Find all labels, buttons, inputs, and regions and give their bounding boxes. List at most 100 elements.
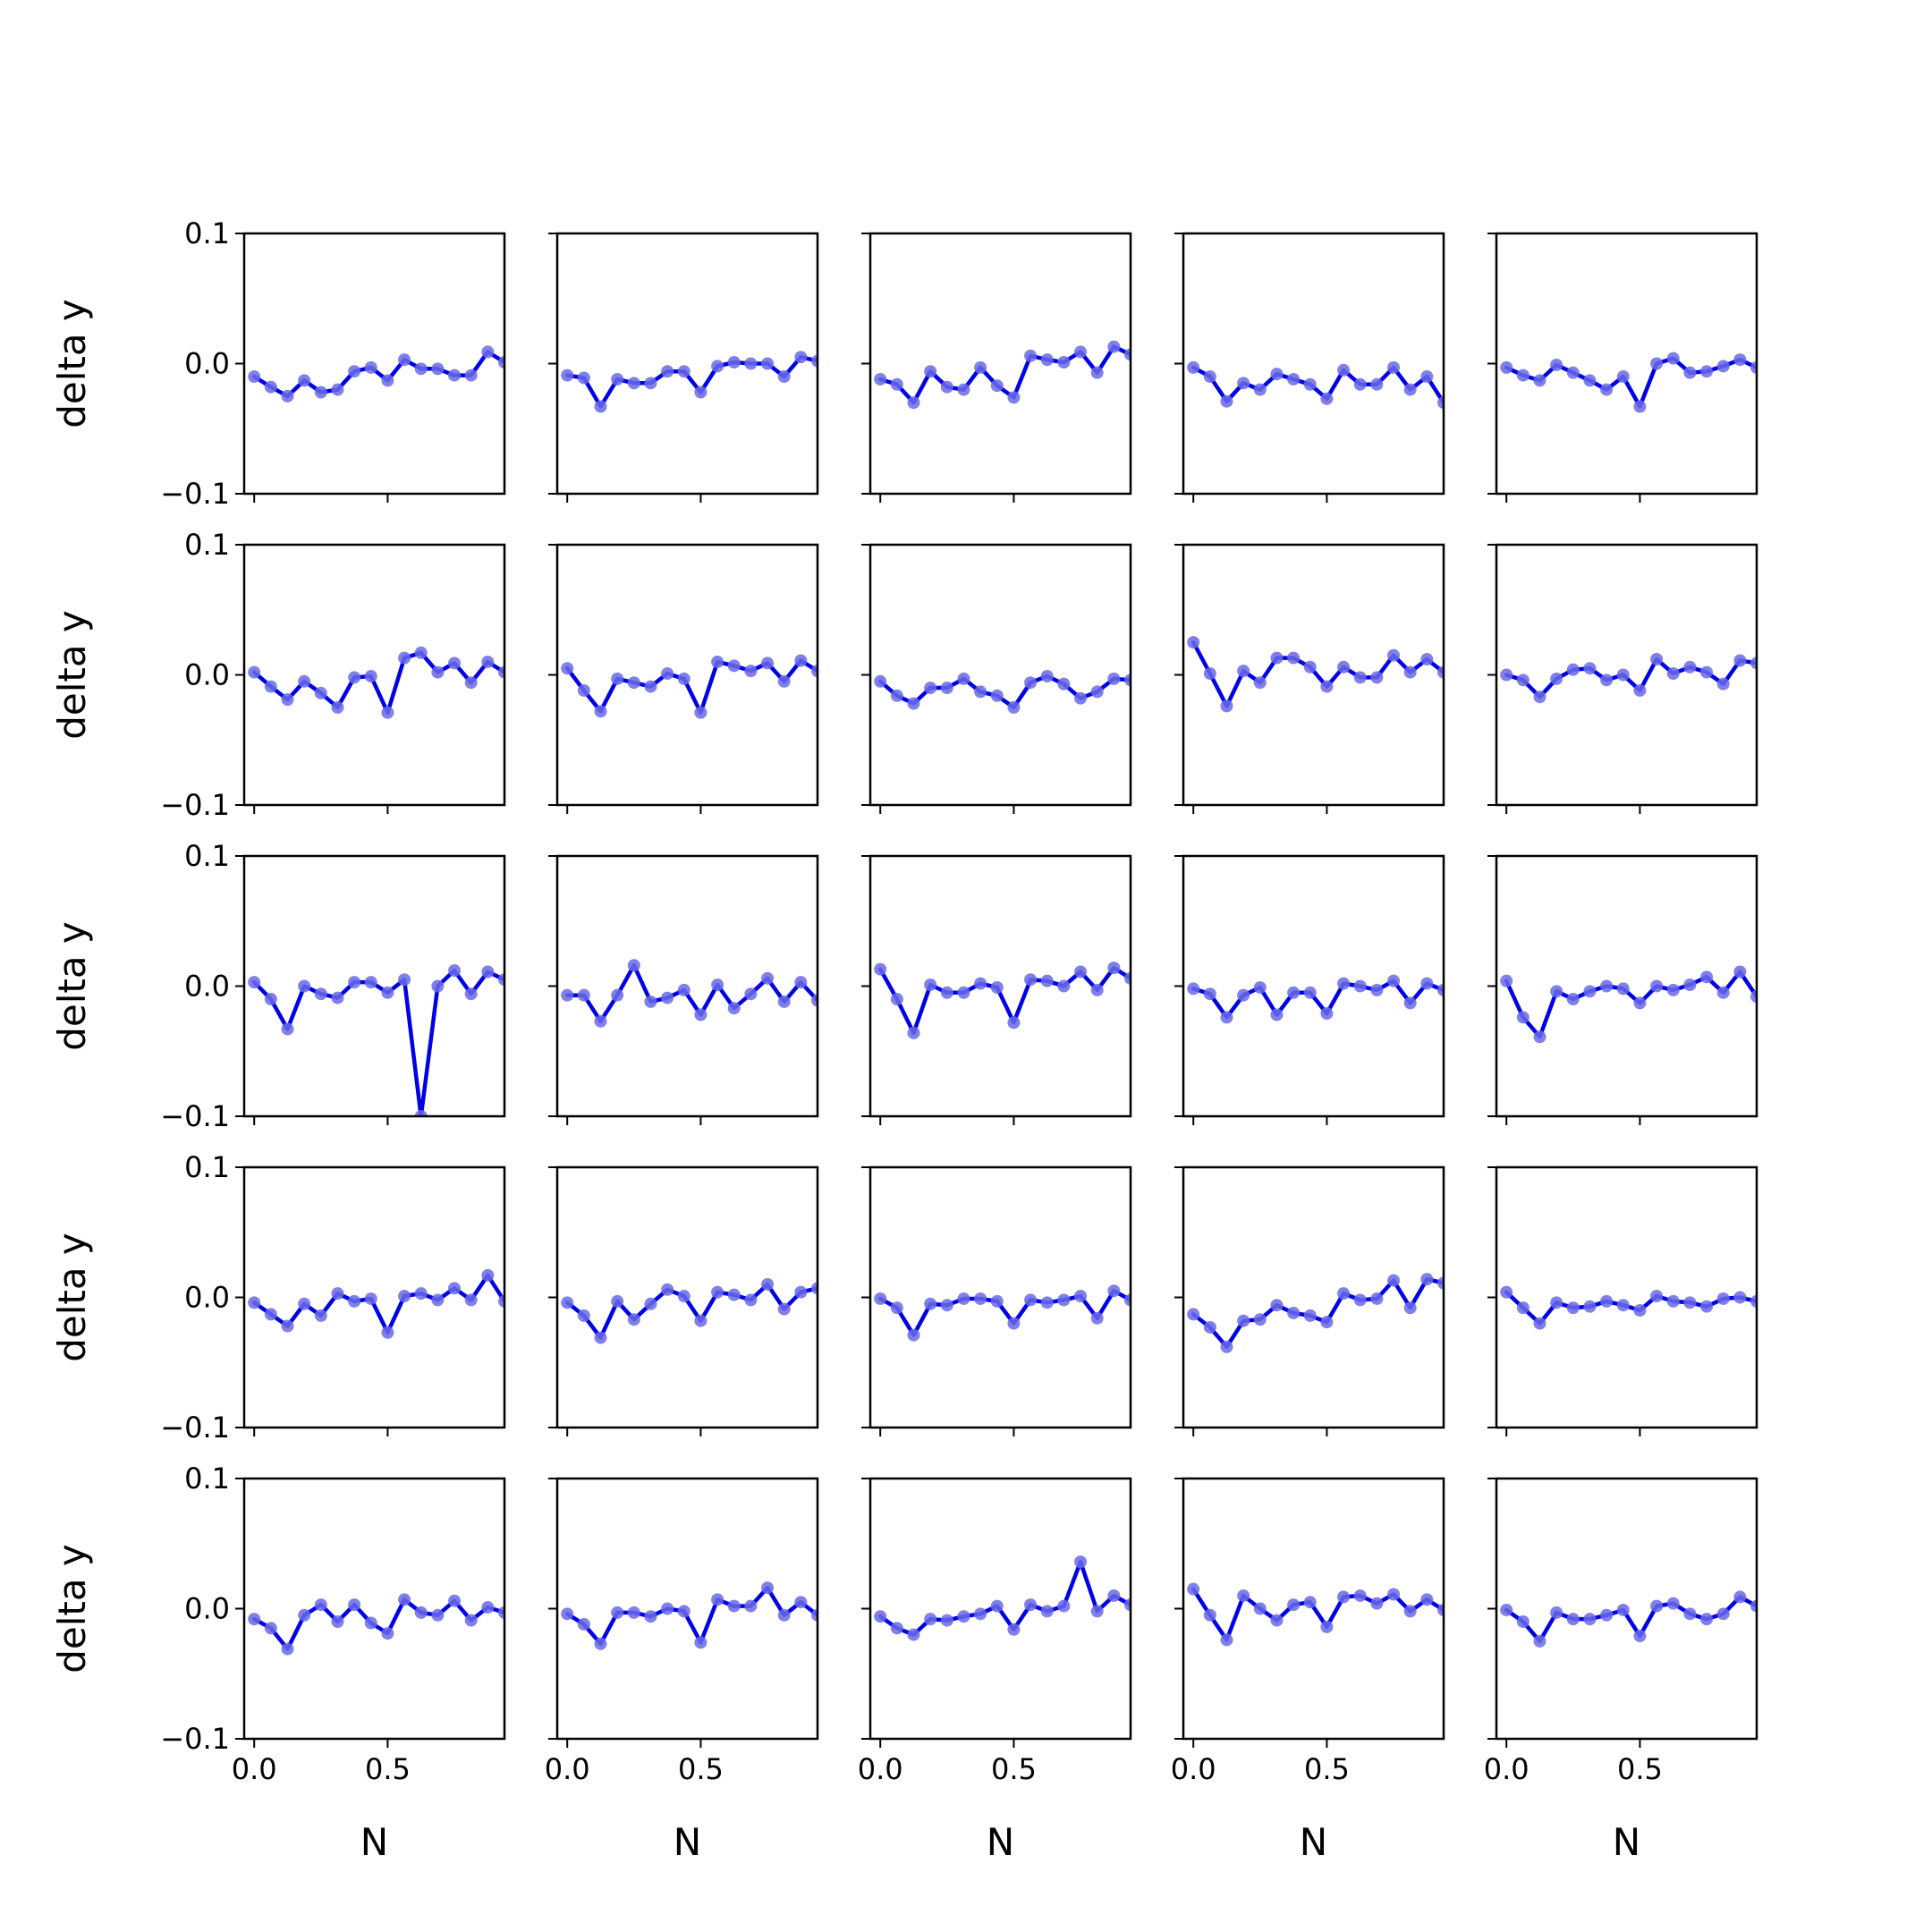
series-line (1504, 970, 1757, 1039)
data-point (248, 370, 261, 384)
data-point (1550, 1296, 1563, 1309)
data-point (314, 987, 327, 1001)
data-point (1203, 1608, 1216, 1622)
axes-frame (1495, 543, 1758, 807)
data-point (464, 987, 478, 1001)
data-point (1370, 671, 1384, 684)
data-point (1716, 1607, 1730, 1621)
data-point (364, 669, 377, 682)
data-point (1733, 1590, 1747, 1604)
data-point (1666, 1597, 1680, 1610)
data-point (381, 706, 394, 719)
x-tick-label: 0.5 (365, 1752, 411, 1786)
subplot-r0-c2 (861, 232, 1132, 503)
x-tick-label: 0.0 (232, 1752, 277, 1786)
data-point (298, 979, 311, 993)
subplot-r1-c3 (1174, 543, 1445, 814)
data-point (1353, 377, 1367, 391)
data-point (381, 1326, 394, 1339)
data-point (281, 1022, 294, 1036)
data-point (1616, 1299, 1630, 1312)
data-point (281, 1319, 294, 1333)
data-point (974, 1607, 987, 1621)
data-point (1253, 383, 1267, 396)
data-point (1124, 1293, 1131, 1307)
data-point (1237, 665, 1250, 678)
axes-frame (1182, 1165, 1445, 1429)
data-point (1403, 1605, 1417, 1618)
data-point (1237, 1314, 1250, 1327)
series-line (877, 344, 1131, 405)
data-point (1303, 986, 1317, 999)
series-group (561, 654, 818, 719)
data-point (1090, 983, 1104, 996)
y-tick-label: 0.1 (184, 1150, 230, 1184)
y-tick-label: 0.0 (184, 1281, 230, 1315)
data-point (1220, 1340, 1233, 1353)
data-point (1600, 1294, 1614, 1308)
data-point (1700, 970, 1714, 984)
x-axis-label: N (360, 1820, 388, 1864)
series-line (1504, 657, 1757, 699)
data-point (1007, 1016, 1021, 1030)
data-point (1566, 1301, 1580, 1315)
data-point (957, 986, 970, 999)
data-point (1320, 1316, 1334, 1329)
subplot-r3-c0: −0.1 0.0 0.1 delta y (50, 1150, 506, 1445)
axes-frame (555, 232, 819, 496)
data-point (1533, 1317, 1546, 1330)
series-line (564, 962, 818, 1024)
data-point (677, 1290, 691, 1303)
data-point (1500, 974, 1513, 987)
y-tick-label: 0.0 (184, 347, 230, 381)
data-point (1353, 1589, 1367, 1602)
data-point (561, 1607, 574, 1621)
data-point (627, 1606, 640, 1619)
data-point (1370, 1597, 1384, 1610)
data-point (924, 979, 937, 992)
data-point (794, 1596, 808, 1609)
data-point (661, 991, 674, 1004)
x-tick-label: 0.5 (1304, 1752, 1350, 1786)
subplot-r3-c3 (1174, 1165, 1445, 1436)
data-point (1750, 1599, 1757, 1613)
data-point (1203, 987, 1216, 1001)
series-group (248, 1268, 504, 1339)
data-point (348, 365, 361, 378)
data-point (1420, 977, 1434, 990)
data-point (1633, 996, 1647, 1010)
data-point (1040, 1296, 1054, 1309)
series-line (251, 350, 504, 399)
data-point (1353, 1293, 1367, 1307)
data-point (431, 665, 445, 679)
axes-frame (242, 854, 506, 1118)
axes-frame (1495, 1165, 1758, 1429)
data-point (431, 362, 445, 376)
data-point (1057, 677, 1071, 691)
data-point (1683, 366, 1697, 379)
series-line (1504, 1290, 1757, 1326)
data-point (498, 665, 504, 679)
data-point (794, 654, 808, 667)
data-point (777, 995, 791, 1008)
data-point (727, 1002, 741, 1015)
x-tick-label: 0.5 (678, 1752, 724, 1786)
series-group (248, 646, 504, 719)
data-point (464, 1293, 478, 1307)
data-point (1074, 691, 1088, 705)
axes-frame (555, 854, 819, 1118)
data-point (561, 369, 574, 382)
axes-frame (869, 1165, 1132, 1429)
series-line (1504, 356, 1757, 409)
data-point (561, 988, 574, 1002)
data-point (264, 1622, 277, 1635)
axes-frame (1182, 232, 1445, 496)
series-group (1187, 1582, 1444, 1647)
data-point (1387, 360, 1401, 374)
data-point (1107, 340, 1121, 353)
data-point (1716, 677, 1730, 691)
data-point (761, 657, 775, 670)
subplot-r2-c3 (1174, 854, 1445, 1125)
series-group (1187, 974, 1444, 1024)
data-point (727, 356, 741, 369)
